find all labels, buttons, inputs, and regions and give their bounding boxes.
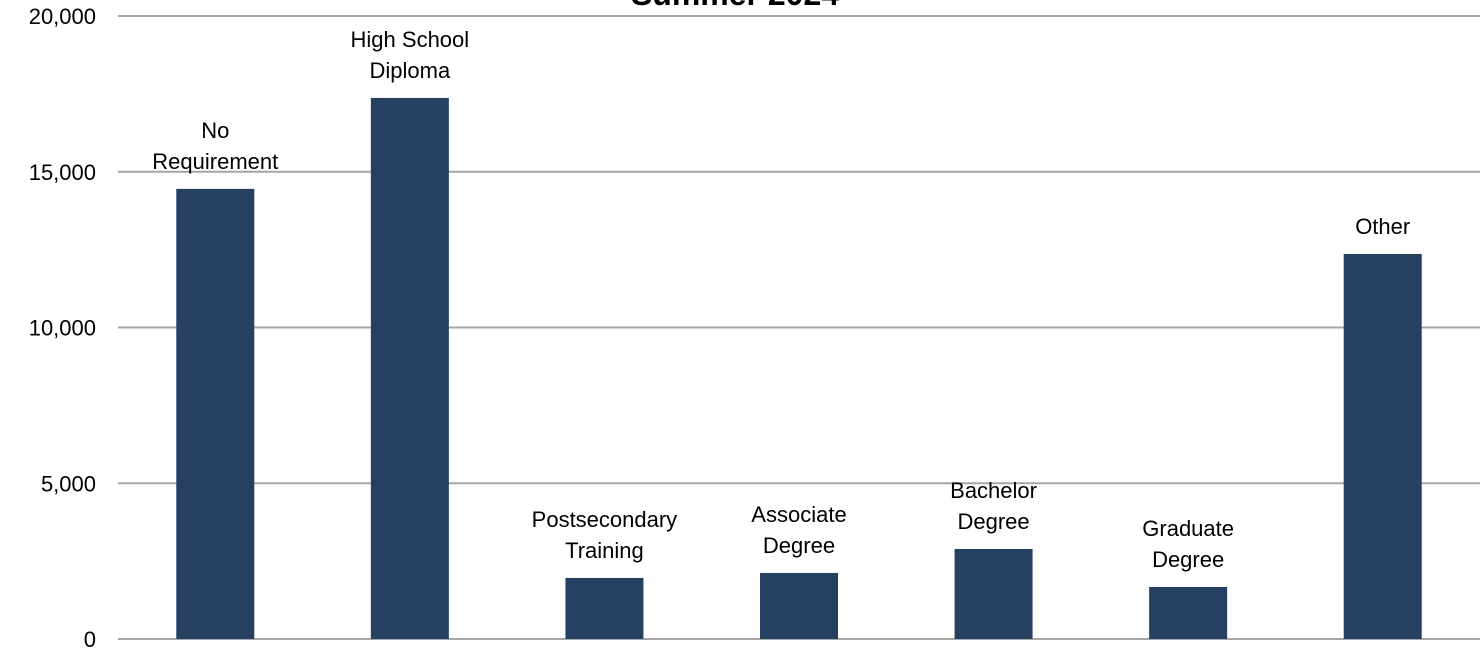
y-tick-label: 20,000 <box>29 4 96 29</box>
bar <box>565 577 644 639</box>
chart-title: Summer 2024 <box>631 0 839 12</box>
category-label: Bachelor Degree <box>950 478 1037 534</box>
y-tick-label: 5,000 <box>41 471 96 496</box>
category-label: Associate Degree <box>751 502 846 558</box>
category-label: Other <box>1355 214 1410 239</box>
bar <box>176 188 255 639</box>
category-label: High School Diploma <box>351 27 470 83</box>
y-tick-label: 15,000 <box>29 160 96 185</box>
bar <box>760 572 838 639</box>
category-label: Postsecondary Training <box>532 507 678 563</box>
bar <box>370 97 449 639</box>
category-label: Graduate Degree <box>1142 516 1234 572</box>
category-label: No Requirement <box>152 118 278 174</box>
y-tick-label: 10,000 <box>29 316 96 341</box>
bar <box>1343 253 1422 639</box>
bar <box>1149 586 1228 639</box>
bar <box>954 548 1033 639</box>
y-tick-label: 0 <box>84 627 96 649</box>
